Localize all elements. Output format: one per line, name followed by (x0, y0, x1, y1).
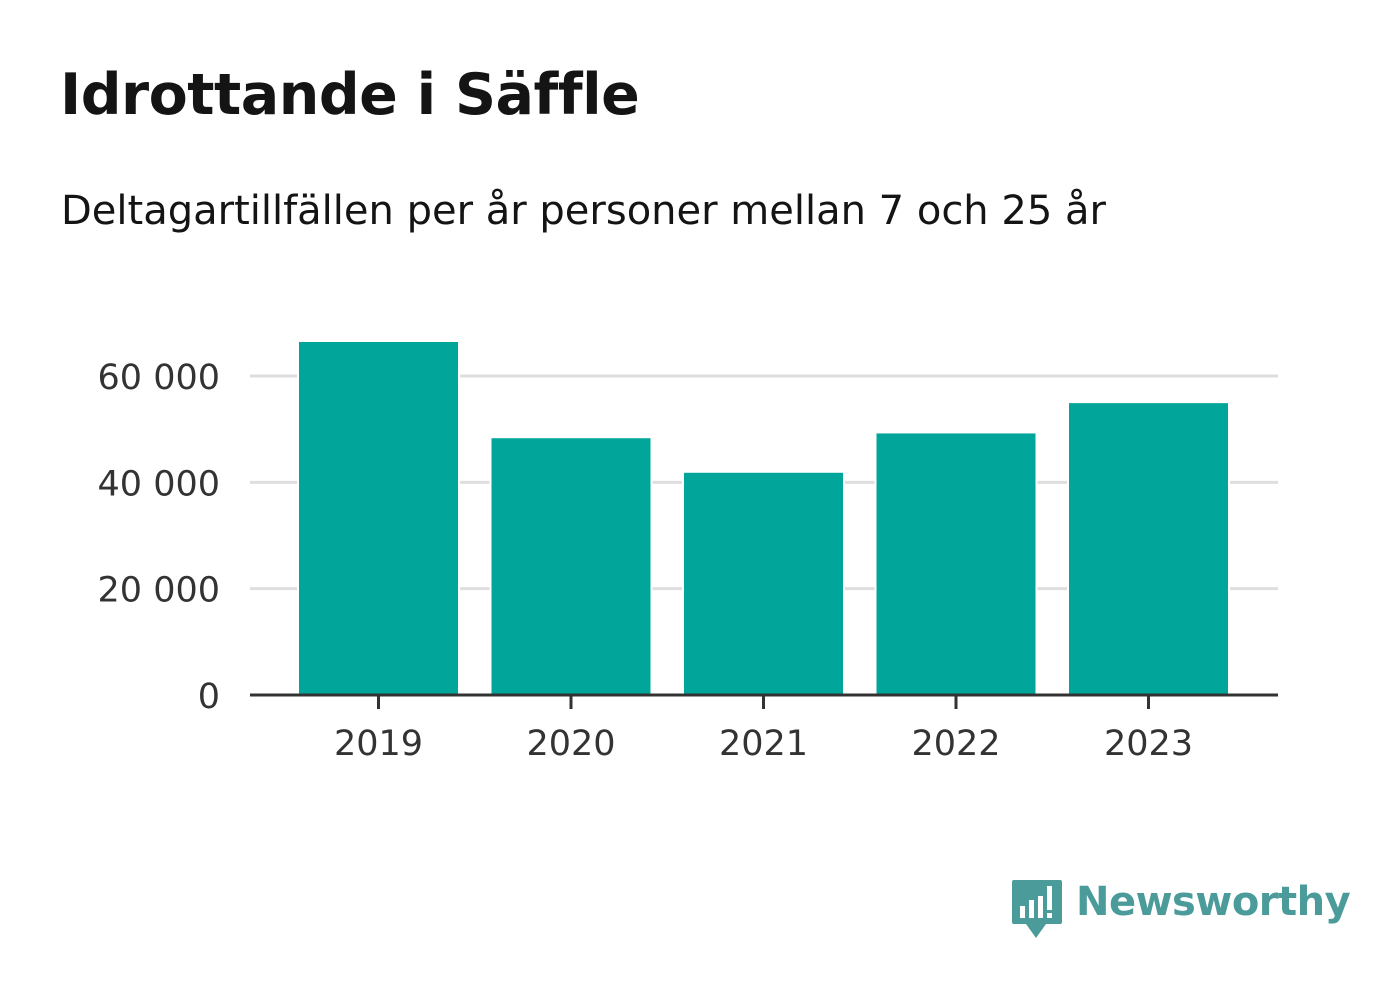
y-axis: 0 20 000 40 000 60 000 (98, 358, 220, 717)
bars (297, 340, 1230, 695)
brand-name: Newsworthy (1076, 879, 1351, 925)
y-tick-label: 0 (198, 677, 220, 717)
y-tick-label: 40 000 (98, 464, 220, 504)
bar (491, 438, 651, 695)
x-tick-label: 2020 (526, 724, 615, 764)
brand-logo: Newsworthy (1010, 878, 1351, 942)
bar (1069, 403, 1228, 695)
bar (684, 472, 843, 695)
bar-chart-speech-bubble-icon (1012, 880, 1062, 938)
x-axis: 2019 2020 2021 2022 2023 (250, 693, 1278, 764)
bar (299, 342, 458, 695)
x-tick-label: 2023 (1104, 724, 1193, 764)
chart-subtitle: Deltagartillfällen per år personer mella… (61, 188, 1106, 234)
y-tick-label: 60 000 (98, 358, 220, 398)
x-tick-label: 2019 (334, 724, 423, 764)
chart-title: Idrottande i Säffle (60, 62, 640, 128)
bar (876, 433, 1036, 695)
x-tick-label: 2021 (719, 724, 808, 764)
y-tick-label: 20 000 (98, 571, 220, 611)
x-tick-label: 2022 (911, 724, 1000, 764)
